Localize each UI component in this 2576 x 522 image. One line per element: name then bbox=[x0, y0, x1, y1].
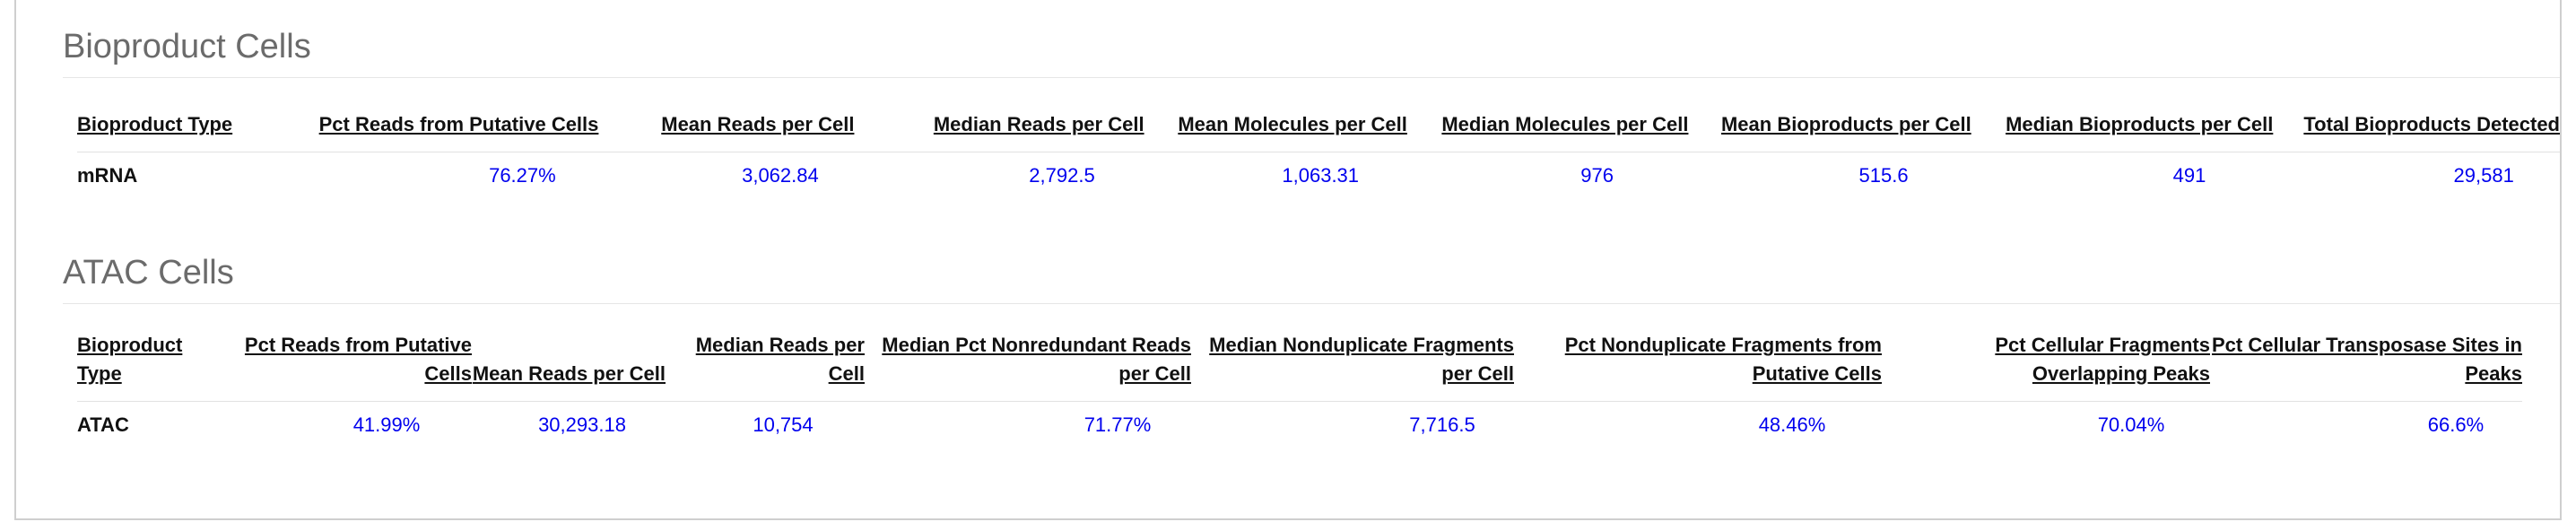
table-header-row: Bioproduct Type Pct Reads from Putative … bbox=[77, 110, 2560, 152]
atac-cells-table: Bioproduct Type Pct Reads from Putative … bbox=[77, 331, 2522, 447]
col-header-median-reads[interactable]: Median Reads per Cell bbox=[854, 110, 1144, 152]
metrics-panel: Bioproduct Cells Bioproduct Type Pct Rea… bbox=[14, 0, 2562, 520]
cell-median-pct-nonredundant: 71.77% bbox=[1083, 413, 1152, 436]
cell-pct-transposase-sites: 66.6% bbox=[2427, 413, 2485, 436]
col-header-median-molecules[interactable]: Median Molecules per Cell bbox=[1406, 110, 1689, 152]
cell-median-molecules: 976 bbox=[1580, 164, 1614, 187]
col-header-pct-nonduplicate-fragments[interactable]: Pct Nonduplicate Fragments from Putative… bbox=[1514, 331, 1882, 402]
col-header-mean-reads[interactable]: Mean Reads per Cell bbox=[598, 110, 855, 152]
col-header-median-reads[interactable]: Median Reads per Cell bbox=[666, 331, 865, 402]
cell-mean-reads: 30,293.18 bbox=[538, 413, 626, 436]
col-header-bioproduct-type[interactable]: Bioproduct Type bbox=[77, 110, 249, 152]
cell-bioproduct-type: mRNA bbox=[77, 164, 138, 187]
cell-median-reads: 2,792.5 bbox=[1029, 164, 1095, 187]
cell-mean-reads: 3,062.84 bbox=[742, 164, 819, 187]
col-header-bioproduct-type[interactable]: Bioproduct Type bbox=[77, 331, 212, 402]
col-header-median-bioproducts[interactable]: Median Bioproducts per Cell bbox=[1971, 110, 2274, 152]
col-header-pct-reads-putative[interactable]: Pct Reads from Putative Cells bbox=[248, 110, 599, 152]
cell-mean-molecules: 1,063.31 bbox=[1282, 164, 1360, 187]
col-header-mean-bioproducts[interactable]: Mean Bioproducts per Cell bbox=[1688, 110, 1971, 152]
cell-pct-nonduplicate-fragments: 48.46% bbox=[1758, 413, 1826, 436]
section-title: Bioproduct Cells bbox=[63, 28, 311, 65]
section-divider bbox=[63, 303, 2560, 304]
table-header-row: Bioproduct Type Pct Reads from Putative … bbox=[77, 331, 2522, 402]
cell-total-bioproducts: 29,581 bbox=[2453, 164, 2514, 187]
table-row: ATAC 41.99% 30,293.18 10,754 71.77% 7,71… bbox=[77, 402, 2522, 448]
cell-pct-reads-putative: 76.27% bbox=[489, 164, 556, 187]
cell-bioproduct-type: ATAC bbox=[77, 413, 129, 436]
col-header-pct-transposase-sites[interactable]: Pct Cellular Transposase Sites in Peaks bbox=[2210, 331, 2522, 402]
bioproduct-cells-table: Bioproduct Type Pct Reads from Putative … bbox=[77, 110, 2560, 197]
col-header-mean-reads[interactable]: Mean Reads per Cell bbox=[472, 331, 666, 402]
atac-cells-section: ATAC Cells Bioproduct Type Pct Reads fro… bbox=[63, 249, 2560, 447]
cell-median-nonduplicate-fragments: 7,716.5 bbox=[1409, 413, 1475, 436]
cell-pct-cellular-fragments-peaks: 70.04% bbox=[2097, 413, 2165, 436]
col-header-pct-reads-putative[interactable]: Pct Reads from Putative Cells bbox=[212, 331, 472, 402]
col-header-total-bioproducts[interactable]: Total Bioproducts Detected bbox=[2273, 110, 2560, 152]
col-header-pct-cellular-fragments-peaks[interactable]: Pct Cellular Fragments Overlapping Peaks bbox=[1882, 331, 2210, 402]
col-header-median-nonduplicate-fragments[interactable]: Median Nonduplicate Fragments per Cell bbox=[1191, 331, 1514, 402]
col-header-median-pct-nonredundant[interactable]: Median Pct Nonredundant Reads per Cell bbox=[865, 331, 1191, 402]
col-header-mean-molecules[interactable]: Mean Molecules per Cell bbox=[1144, 110, 1407, 152]
bioproduct-cells-section: Bioproduct Cells Bioproduct Type Pct Rea… bbox=[63, 23, 2560, 197]
section-title: ATAC Cells bbox=[63, 254, 234, 291]
cell-pct-reads-putative: 41.99% bbox=[352, 413, 421, 436]
cell-median-reads: 10,754 bbox=[753, 413, 814, 436]
cell-median-bioproducts: 491 bbox=[2172, 164, 2206, 187]
table-row: mRNA 76.27% 3,062.84 2,792.5 1,063.31 97… bbox=[77, 152, 2560, 198]
section-divider bbox=[63, 77, 2560, 78]
cell-mean-bioproducts: 515.6 bbox=[1858, 164, 1909, 187]
